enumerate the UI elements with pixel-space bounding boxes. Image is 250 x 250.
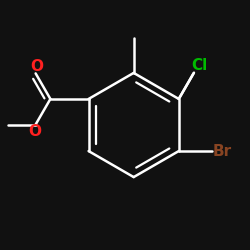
Text: O: O (30, 59, 43, 74)
Text: Br: Br (213, 144, 232, 158)
Text: O: O (28, 124, 41, 139)
Text: Cl: Cl (192, 58, 208, 73)
